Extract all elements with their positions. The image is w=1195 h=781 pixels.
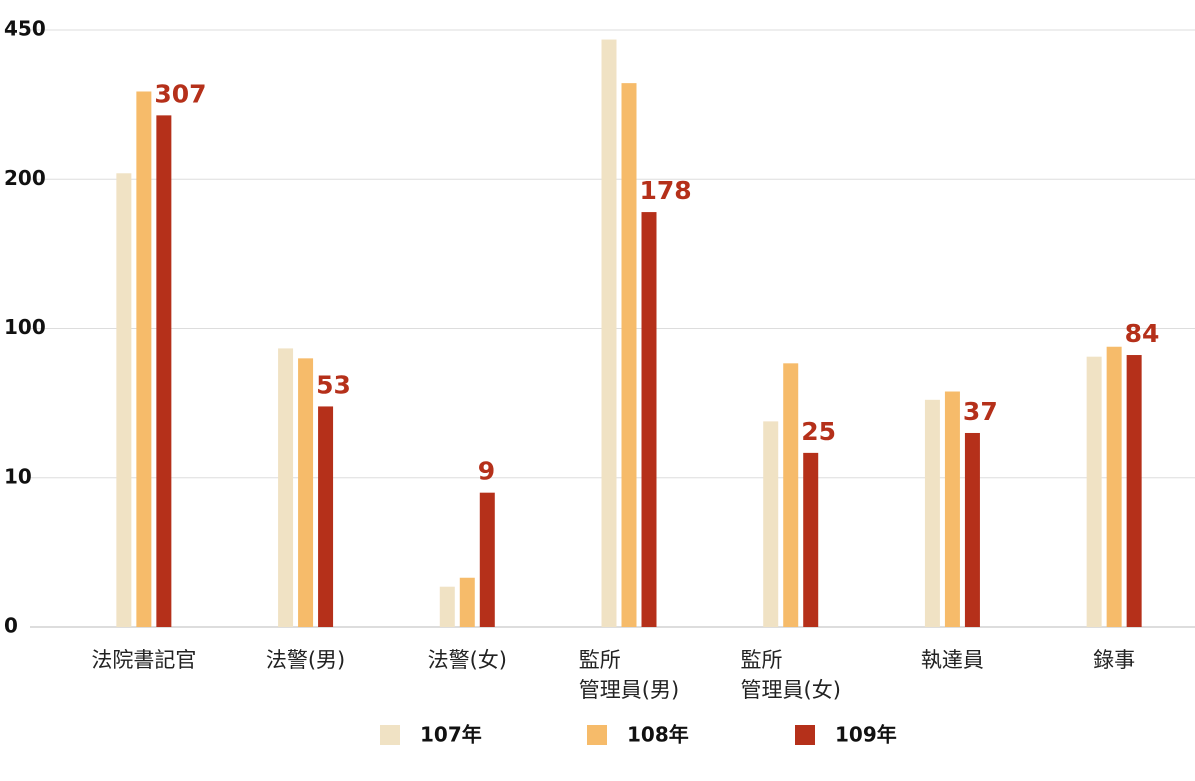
bar	[318, 406, 334, 627]
bar	[479, 492, 495, 627]
bar	[439, 586, 455, 627]
y-tick-label: 200	[4, 166, 46, 190]
x-tick-label: 法警(男)	[265, 648, 346, 672]
bar	[1126, 355, 1142, 627]
value-label: 178	[640, 176, 692, 205]
value-label: 25	[801, 417, 836, 446]
bar	[803, 452, 819, 627]
bar	[116, 173, 132, 627]
bar	[1086, 356, 1102, 627]
legend-swatch	[587, 725, 607, 745]
x-tick-label: 法警(女)	[427, 648, 507, 672]
bar	[621, 83, 637, 628]
x-tick-label: 監所 管理員(女)	[740, 648, 841, 702]
legend-label: 108年	[627, 723, 689, 747]
x-tick-label: 監所 管理員(男)	[578, 648, 680, 702]
bar	[783, 363, 799, 627]
x-tick-label: 執達員	[920, 648, 984, 672]
bar	[641, 212, 657, 627]
bar	[459, 577, 475, 627]
legend-label: 107年	[420, 723, 482, 747]
value-label: 84	[1125, 319, 1160, 348]
y-tick-label: 0	[4, 614, 18, 638]
bar	[944, 391, 960, 627]
y-tick-label: 10	[4, 464, 32, 488]
x-tick-label: 法院書記官	[91, 648, 197, 672]
x-tick-label: 錄事	[1093, 648, 1136, 672]
y-tick-label: 100	[4, 315, 46, 339]
bar	[136, 91, 152, 628]
value-label: 37	[963, 397, 998, 426]
bar	[601, 39, 617, 627]
legend-swatch	[795, 725, 815, 745]
bar	[1106, 346, 1122, 627]
bar	[924, 399, 940, 627]
bar	[763, 421, 779, 627]
bar	[278, 348, 294, 627]
value-label: 307	[154, 79, 206, 108]
bar	[156, 115, 172, 627]
value-label: 53	[316, 370, 351, 399]
bar	[964, 432, 980, 627]
legend-swatch	[380, 725, 400, 745]
value-label: 9	[478, 457, 495, 486]
bar	[298, 358, 314, 627]
legend-label: 109年	[835, 723, 897, 747]
y-tick-label: 450	[4, 17, 46, 41]
